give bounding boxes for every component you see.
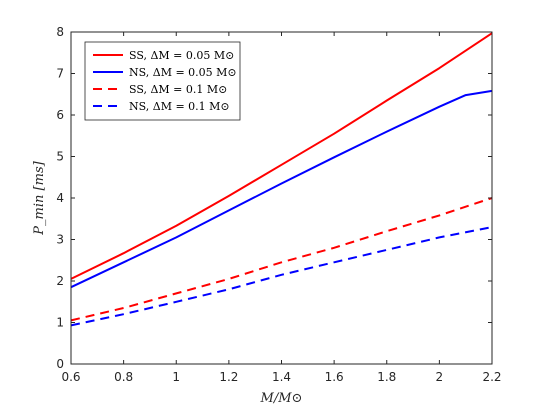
y-tick-label: 5	[56, 150, 64, 164]
x-tick-label: 1.8	[377, 370, 396, 384]
x-tick-label: 1	[172, 370, 180, 384]
series-layer	[70, 32, 493, 327]
y-axis-label: P_min [ms]	[32, 160, 47, 235]
y-tick-label: 6	[56, 108, 64, 122]
x-tick-label: 1.6	[325, 370, 344, 384]
legend-entry-4: NS, ΔM = 0.1 M⊙	[129, 100, 230, 113]
x-tick-label: 1.2	[219, 370, 238, 384]
x-axis-label: M/M⊙	[260, 391, 303, 406]
series-line-1	[70, 32, 493, 280]
series-line-3	[70, 197, 493, 322]
x-tick-label: 0.6	[61, 370, 80, 384]
legend-entry-3: SS, ΔM = 0.1 M⊙	[129, 83, 227, 96]
x-tick-label: 0.8	[114, 370, 133, 384]
tick-layer: 0.6 0.8 1 1.2 1.4 1.6 1.8 2 2.2 0 1 2 3 4 5 6 7 8	[56, 25, 501, 384]
y-tick-label: 8	[56, 25, 64, 39]
series-line-2	[70, 89, 493, 289]
axis-labels: M/M⊙ P_min [ms]	[32, 160, 302, 406]
x-tick-label: 2	[436, 370, 444, 384]
legend-entry-2: NS, ΔM = 0.05 M⊙	[129, 66, 237, 79]
x-tick-label: 1.4	[272, 370, 291, 384]
y-tick-label: 1	[56, 316, 64, 330]
y-tick-label: 3	[56, 233, 64, 247]
y-tick-label: 2	[56, 274, 64, 288]
legend-entry-1: SS, ΔM = 0.05 M⊙	[129, 49, 234, 62]
y-tick-label: 4	[56, 191, 64, 205]
series-line-4	[70, 226, 493, 327]
y-tick-label: 0	[56, 357, 64, 371]
legend: SS, ΔM = 0.05 M⊙ NS, ΔM = 0.05 M⊙ SS, ΔM =…	[84, 41, 241, 121]
x-tick-label: 2.2	[482, 370, 501, 384]
y-tick-label: 7	[56, 67, 64, 81]
